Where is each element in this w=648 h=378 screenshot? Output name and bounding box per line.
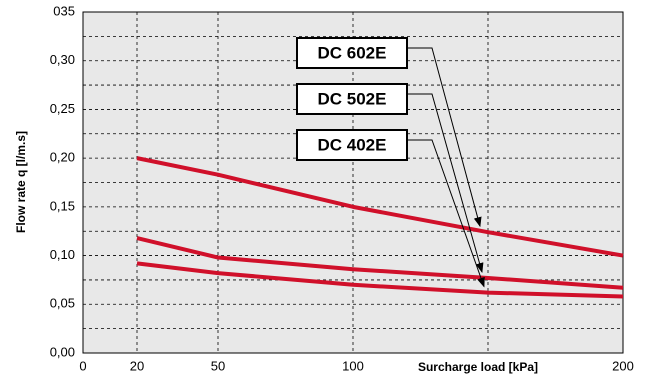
label-box — [296, 37, 408, 69]
series-line — [136, 156, 624, 258]
plot-border — [82, 11, 624, 354]
y-tick-label: 035 — [53, 3, 75, 18]
x-tick-label: 20 — [130, 358, 144, 373]
y-tick-label: 0,15 — [50, 198, 75, 213]
label-box — [296, 129, 408, 161]
leader-arrow — [407, 93, 484, 273]
leader-arrow — [407, 139, 485, 288]
y-tick-label: 0,20 — [50, 150, 75, 165]
series-line — [136, 236, 624, 290]
y-tick-label: 0,00 — [50, 344, 75, 359]
x-tick-label: 50 — [211, 358, 225, 373]
y-axis-label: Flow rate q [l/m.s] — [14, 131, 28, 233]
x-tick-label: 200 — [612, 358, 634, 373]
y-tick-label: 0,30 — [50, 52, 75, 67]
y-tick-label: 0,05 — [50, 296, 75, 311]
series-label: DC 502E — [318, 89, 387, 108]
x-tick-label: 100 — [342, 358, 364, 373]
series-label: DC 602E — [318, 43, 387, 62]
leader-arrow — [407, 47, 482, 228]
series-line — [136, 261, 624, 299]
series-label: DC 402E — [318, 135, 387, 154]
x-tick-label: 0 — [79, 358, 86, 373]
y-tick-label: 0,10 — [50, 247, 75, 262]
y-tick-label: 0,25 — [50, 101, 75, 116]
x-axis-label: Surcharge load [kPa] — [418, 360, 538, 374]
label-box — [296, 83, 408, 115]
